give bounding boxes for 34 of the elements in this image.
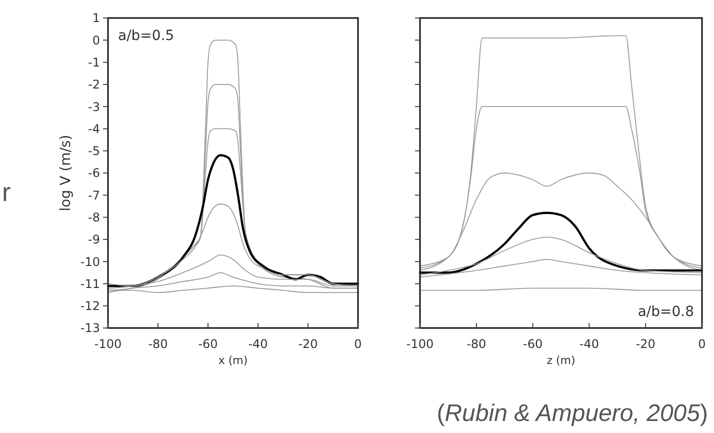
x-tick-label: -60 [198, 337, 218, 351]
y-tick-label: 0 [92, 33, 100, 48]
y-tick-label: -5 [88, 144, 100, 158]
y-tick-label: -1 [88, 55, 100, 70]
x-tick-label: -20 [298, 337, 318, 351]
text: r [2, 177, 11, 207]
x-tick-label: -80 [148, 337, 168, 351]
annotation: a/b=0.8 [638, 304, 694, 320]
y-tick-label: -7 [88, 188, 100, 202]
x-tick-label: -20 [636, 337, 656, 351]
y-tick-label: -10 [80, 254, 100, 269]
x-axis-title: x (m) [218, 354, 248, 367]
y-tick-label: -8 [88, 210, 100, 224]
text: (Rubin & Ampuero, 2005) [436, 400, 708, 427]
y-tick-label: -13 [80, 321, 100, 336]
y-tick-label: -6 [88, 166, 100, 180]
x-tick-label: -100 [406, 337, 434, 351]
y-tick-label: -4 [88, 122, 100, 136]
x-tick-label: 0 [354, 337, 362, 351]
x-tick-label: -40 [579, 337, 600, 351]
y-tick-label: -9 [88, 232, 100, 247]
y-tick-label: -3 [88, 100, 100, 114]
y-tick-label: 1 [92, 11, 100, 26]
annotation: a/b=0.5 [118, 28, 174, 44]
x-tick-label: -40 [248, 337, 268, 351]
y-tick-label: -12 [80, 299, 100, 314]
y-tick-label: -11 [80, 276, 100, 291]
x-tick-label: -100 [94, 337, 122, 351]
x-tick-label: 0 [698, 337, 706, 351]
y-axis-title: log V (m/s) [58, 134, 74, 212]
x-tick-label: -80 [466, 337, 486, 351]
x-axis-title: z (m) [546, 354, 576, 367]
y-tick-label: -2 [88, 78, 100, 92]
x-tick-label: -60 [522, 337, 543, 351]
